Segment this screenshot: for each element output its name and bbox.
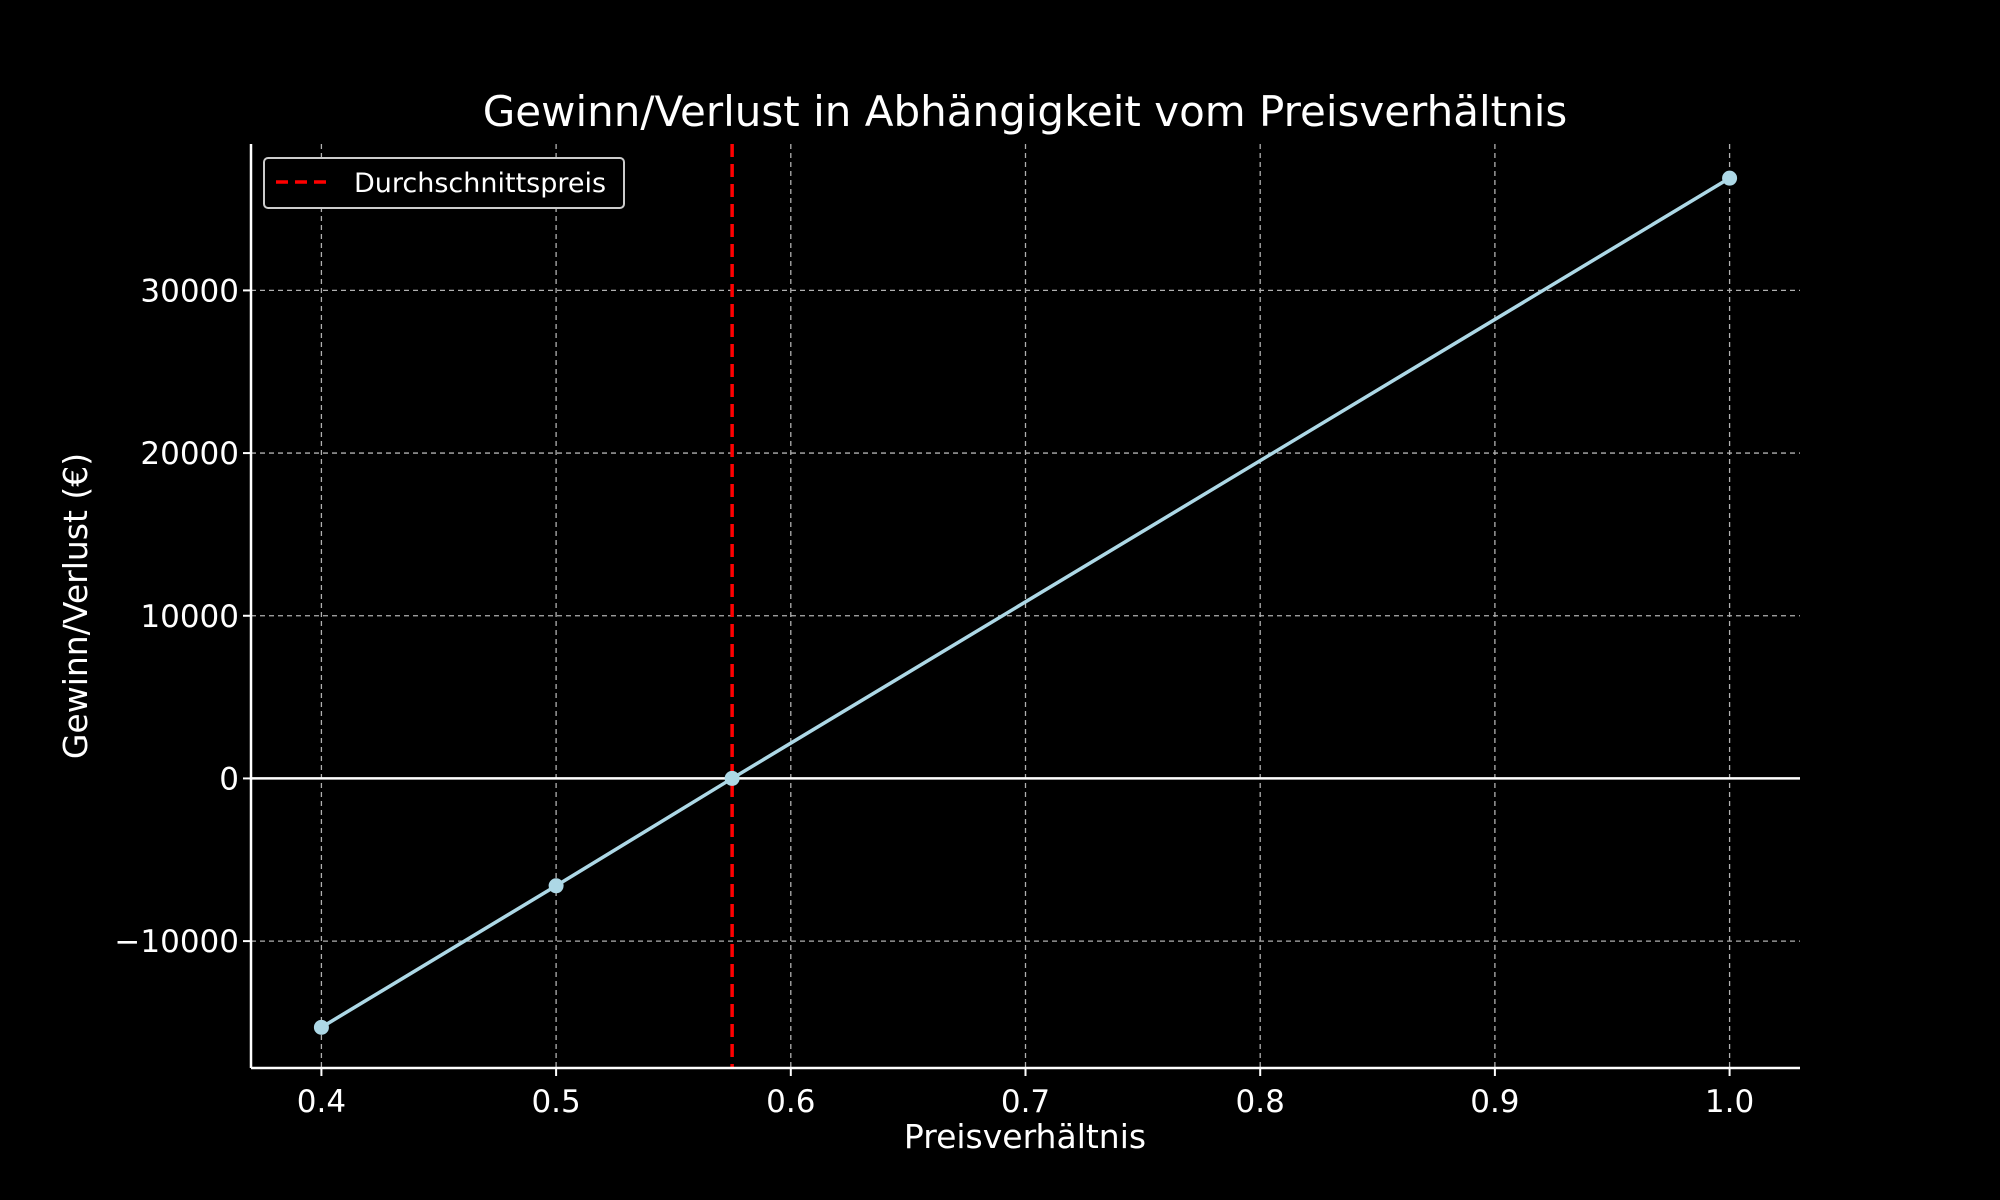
x-tick-label-0-5: 0.5 xyxy=(531,1084,580,1120)
series-layer xyxy=(313,170,1738,1035)
x-tick-label-0-6: 0.6 xyxy=(766,1084,815,1120)
legend-label-durchschnittspreis: Durchschnittspreis xyxy=(354,168,606,199)
data-point xyxy=(724,770,740,786)
series-line xyxy=(320,176,1731,1029)
y-ticks: −10000 0 10000 20000 30000 xyxy=(114,273,251,960)
x-tick-label-1-0: 1.0 xyxy=(1705,1084,1754,1120)
legend: Durchschnittspreis xyxy=(263,157,625,209)
y-axis-label: Gewinn/Verlust (€) xyxy=(56,453,95,759)
y-tick-label-20000: 20000 xyxy=(140,436,239,472)
x-tick-label-0-7: 0.7 xyxy=(1001,1084,1050,1120)
data-point xyxy=(548,878,564,894)
y-tick-label-0: 0 xyxy=(219,761,239,797)
x-tick-label-0-4: 0.4 xyxy=(297,1084,346,1120)
x-axis-label: Preisverhältnis xyxy=(904,1117,1146,1156)
x-tick-label-0-9: 0.9 xyxy=(1470,1084,1519,1120)
reference-lines xyxy=(251,144,1800,1068)
y-tick-label-10000: 10000 xyxy=(140,599,239,635)
y-tick-label-30000: 30000 xyxy=(140,273,239,309)
data-point xyxy=(313,1019,329,1035)
chart-title: Gewinn/Verlust in Abhängigkeit vom Preis… xyxy=(483,87,1568,136)
x-ticks: 0.4 0.5 0.6 0.7 0.8 0.9 1.0 xyxy=(297,1068,1754,1120)
y-tick-label-10000: −10000 xyxy=(114,924,239,960)
data-point xyxy=(1722,170,1738,186)
x-tick-label-0-8: 0.8 xyxy=(1236,1084,1285,1120)
legend-box xyxy=(263,157,625,209)
